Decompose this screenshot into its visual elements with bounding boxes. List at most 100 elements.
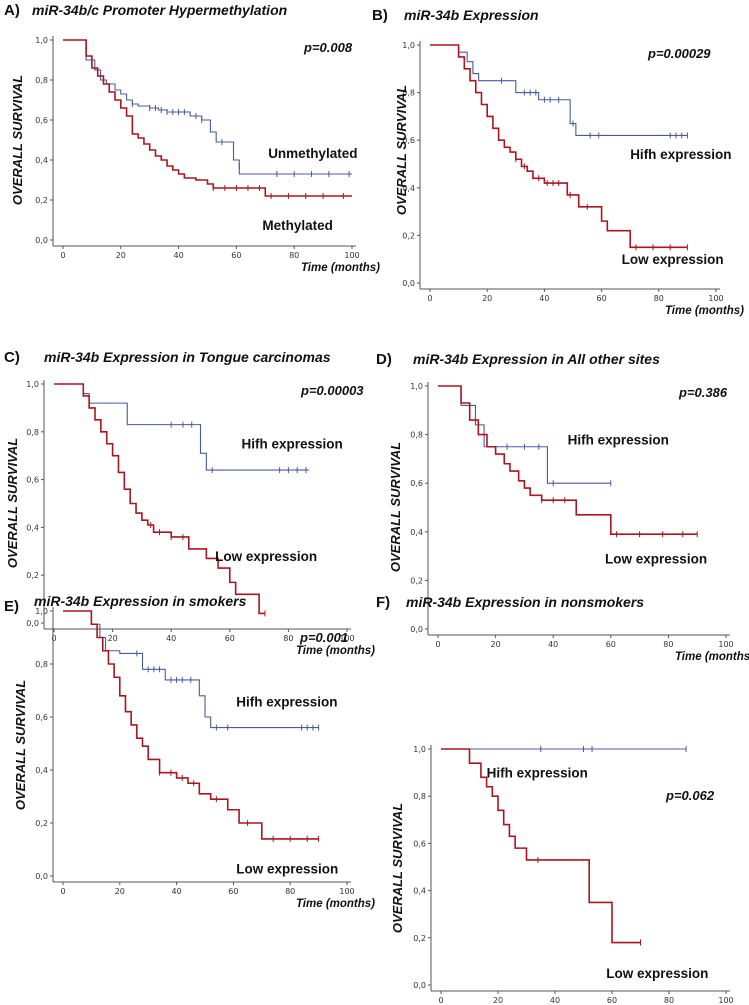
panel-letter: A) [4, 2, 20, 19]
x-tick-label: 20 [493, 996, 503, 1005]
x-tick-label: 80 [664, 996, 674, 1005]
p-value: p=0.062 [665, 788, 715, 803]
panel-title: miR-34b Expression [404, 7, 539, 23]
panel-letter: D) [376, 351, 392, 368]
x-tick-label: 80 [285, 887, 295, 896]
x-tick-label: 20 [482, 294, 492, 303]
y-tick-label: 0,2 [410, 576, 423, 585]
y-tick-label: 1,0 [35, 36, 48, 45]
survival-curve-low [63, 39, 352, 197]
survival-curve-low [63, 610, 319, 840]
y-tick-label: 0,2 [35, 819, 48, 828]
x-tick-label: 20 [115, 887, 125, 896]
y-axis-label: OVERALL SURVIVAL [394, 85, 409, 215]
y-tick-label: 0,2 [413, 934, 426, 943]
y-tick-label: 0,0 [35, 236, 48, 245]
survival-curve-high [63, 610, 319, 729]
y-tick-label: 0,6 [402, 136, 415, 145]
panel-letter: E) [4, 598, 19, 615]
curve-label: Low expression [236, 861, 338, 876]
curve-label: Methylated [262, 218, 333, 233]
x-tick-label: 100 [718, 640, 733, 649]
x-tick-label: 20 [116, 251, 126, 260]
panel-letter: F) [376, 594, 390, 611]
y-tick-label: 0,6 [26, 476, 39, 485]
x-tick-label: 100 [718, 996, 733, 1005]
y-axis-label: OVERALL SURVIVAL [5, 438, 20, 568]
curve-label: Hifh expression [630, 147, 731, 162]
curve-label: Hifh expression [236, 694, 337, 709]
y-tick-label: 0,4 [35, 156, 48, 165]
p-value: p=0.008 [303, 40, 353, 55]
x-tick-label: 60 [606, 640, 616, 649]
y-tick-label: 1,0 [26, 380, 39, 389]
x-tick-label: 0 [438, 996, 443, 1005]
x-tick-label: 40 [172, 887, 182, 896]
x-tick-label: 100 [339, 634, 354, 643]
km-panel-b: B) miR-34b Expression p=0.00029 0,0 0,2 0,4 0,… [372, 7, 744, 317]
x-tick-label: 20 [108, 634, 118, 643]
x-tick-label: 40 [539, 294, 549, 303]
survival-curve-low [438, 385, 698, 536]
x-axis-label: Time (months) [296, 645, 375, 657]
x-tick-label: 60 [228, 887, 238, 896]
survival-curve-low [441, 748, 641, 944]
y-tick-label: 0,2 [35, 196, 48, 205]
x-tick-label: 60 [597, 294, 607, 303]
x-tick-label: 0 [435, 640, 440, 649]
y-tick-label: 0,6 [413, 839, 426, 848]
x-tick-label: 80 [654, 294, 664, 303]
survival-curve-low [54, 383, 265, 615]
x-tick-label: 100 [344, 251, 359, 260]
y-tick-label: 0,0 [26, 619, 39, 628]
y-axis-label: OVERALL SURVIVAL [13, 680, 28, 810]
y-tick-label: 0,4 [402, 184, 415, 193]
y-tick-label: 0,8 [410, 431, 423, 440]
km-panel-d: D) miR-34b Expression in All other sites p… [376, 351, 749, 663]
x-tick-label: 80 [289, 251, 299, 260]
x-tick-label: 40 [548, 640, 558, 649]
x-tick-label: 40 [550, 996, 560, 1005]
y-axis-label: OVERALL SURVIVAL [388, 442, 403, 572]
y-tick-label: 0,4 [26, 523, 39, 532]
y-tick-label: 0,4 [35, 766, 48, 775]
x-tick-label: 100 [708, 294, 723, 303]
y-tick-label: 0,8 [26, 428, 39, 437]
y-tick-label: 0,8 [402, 89, 415, 98]
y-tick-label: 0,0 [402, 279, 415, 288]
km-panel-f: F) miR-34b Expression in nonsmokers p=0.06… [376, 594, 734, 1005]
p-value: p=0.00003 [300, 383, 364, 398]
x-tick-label: 80 [663, 640, 673, 649]
panel-letter: C) [4, 349, 20, 366]
y-tick-label: 0,8 [35, 660, 48, 669]
panel-letter: B) [372, 7, 388, 24]
y-tick-label: 1,0 [402, 41, 415, 50]
y-tick-label: 0,0 [413, 981, 426, 990]
y-tick-label: 1,0 [413, 745, 426, 754]
x-tick-label: 60 [607, 996, 617, 1005]
curve-label: Hifh expression [242, 437, 343, 452]
y-axis-label: OVERALL SURVIVAL [390, 803, 405, 933]
y-tick-label: 0,6 [410, 479, 423, 488]
panel-title: miR-34b Expression in All other sites [413, 351, 660, 367]
curve-label: Low expression [606, 966, 708, 981]
p-value: p=0.386 [678, 385, 728, 400]
km-panel-e: E) miR-34b Expression in smokers p=0.001 0,… [4, 593, 375, 910]
y-tick-label: 1,0 [410, 382, 423, 391]
survival-curve-high [54, 383, 309, 471]
curve-label: Hifh expression [568, 432, 669, 447]
x-tick-label: 0 [51, 634, 56, 643]
y-tick-label: 0,2 [26, 571, 39, 580]
survival-curve-high [430, 44, 688, 136]
x-tick-label: 0 [427, 294, 432, 303]
y-tick-label: 0,4 [413, 887, 426, 896]
x-tick-label: 20 [491, 640, 501, 649]
panel-title: miR-34b/c Promoter Hypermethylation [32, 2, 287, 18]
x-axis-label: Time (months) [301, 262, 380, 274]
survival-curve-high [63, 39, 352, 175]
x-axis-label: Time (months) [296, 898, 375, 910]
y-tick-label: 0,2 [402, 231, 415, 240]
p-value: p=0.00029 [647, 46, 711, 61]
x-axis-label: Time (months) [675, 651, 749, 663]
y-tick-label: 0,8 [35, 76, 48, 85]
